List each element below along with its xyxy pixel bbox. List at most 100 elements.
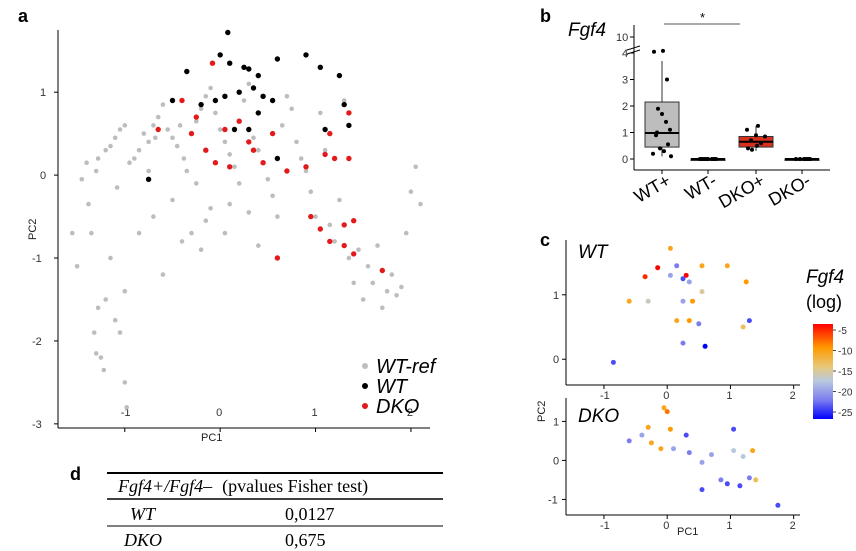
y-tick-label: 1	[553, 290, 559, 302]
data-point	[680, 298, 686, 304]
data-point	[665, 77, 669, 82]
data-point-wtref	[408, 189, 414, 194]
data-point-wt	[322, 126, 328, 133]
data-point-wtref	[117, 330, 123, 335]
data-point	[798, 157, 802, 161]
data-point	[724, 481, 730, 487]
axis-break-mark	[626, 49, 641, 55]
data-point	[683, 432, 689, 438]
axis-break-mark	[626, 45, 641, 51]
data-point	[610, 359, 616, 365]
data-point-wt	[236, 89, 242, 95]
data-point-wtref	[108, 143, 113, 149]
data-point-wtref	[155, 114, 161, 120]
data-point-wtref	[337, 197, 342, 203]
y-tick-label: 1	[40, 87, 46, 99]
panel-c-top-title: WT	[578, 242, 609, 263]
data-point-dko	[341, 242, 347, 249]
x-tick-label: -1	[600, 520, 610, 532]
data-point-wtref	[236, 181, 242, 186]
y-tick-label: -1	[548, 494, 558, 506]
data-point-dko	[274, 255, 281, 261]
data-point	[704, 157, 708, 161]
fgf4-boxplot-panel-b: 0 1 2 3 4 10 WT+ WT-DKO+DKO- *	[616, 10, 830, 212]
data-point-wtref	[418, 201, 423, 207]
data-point-wtref	[275, 214, 280, 219]
data-point	[754, 133, 758, 138]
data-point-wtref	[79, 177, 85, 182]
data-point-wt	[336, 72, 343, 79]
data-point-wtref	[198, 106, 204, 112]
data-point-wtref	[265, 177, 271, 182]
data-point-wt	[222, 93, 228, 100]
x-tick-label: -1	[121, 407, 131, 419]
data-point-wtref	[151, 123, 156, 128]
data-point	[656, 106, 660, 111]
panel-c-bottom-title: DKO	[578, 406, 619, 427]
data-point-dko	[222, 126, 228, 133]
data-point-wtref	[246, 210, 252, 215]
x-tick-label: 2	[407, 407, 413, 419]
data-point-wtref	[86, 201, 91, 207]
table-row-wt-value: 0,0127	[285, 504, 335, 524]
data-point	[756, 123, 760, 128]
data-point	[749, 138, 753, 143]
table-header-test: (pvalues Fisher test)	[222, 476, 368, 497]
data-point-wtref	[413, 164, 419, 170]
box-WT+	[644, 101, 680, 148]
data-point	[755, 143, 759, 148]
data-point	[645, 424, 651, 430]
data-point-wtref	[146, 168, 151, 174]
table-row-wt-label: WT	[130, 504, 157, 524]
panel-b-x-ticks: WT+ WT-DKO+DKO-	[631, 170, 814, 212]
data-point-dko	[246, 139, 252, 145]
data-point-wtref	[136, 230, 142, 236]
panel-b-title: Fgf4	[568, 20, 606, 41]
y-tick-label: -1	[32, 253, 42, 265]
data-point-wtref	[384, 288, 390, 294]
data-point-dko	[179, 97, 185, 104]
data-point-wtref	[222, 230, 228, 236]
data-point-wtref	[127, 160, 132, 165]
data-point-wtref	[289, 106, 295, 112]
data-point-wtref	[222, 139, 228, 145]
data-point-wtref	[184, 168, 190, 174]
data-point	[642, 274, 648, 280]
data-point-wt	[246, 66, 252, 72]
x-tick-label: DKO-	[765, 170, 814, 210]
data-point-wtref	[74, 264, 80, 269]
data-point-wtref	[174, 143, 180, 149]
data-point	[680, 276, 686, 282]
data-point-wtref	[170, 197, 175, 203]
x-tick-label: -1	[600, 390, 610, 402]
data-point-wtref	[284, 94, 290, 99]
data-point-wtref	[136, 147, 142, 153]
data-point-wtref	[298, 156, 304, 161]
panel-label-b: b	[540, 6, 551, 26]
data-point-dko	[284, 168, 290, 174]
panel-c-bottom-y-ticks: -1 0 1	[548, 416, 566, 506]
data-point-dko	[379, 267, 385, 274]
data-point-wtref	[103, 297, 108, 302]
data-point-wtref	[114, 185, 120, 190]
data-point	[700, 157, 704, 161]
data-point-dko	[193, 114, 199, 120]
panel-label-c: c	[540, 230, 550, 250]
data-point-wtref	[160, 102, 166, 107]
data-point	[699, 289, 705, 295]
data-point-dko	[351, 218, 357, 224]
data-point-wtref	[255, 243, 261, 248]
panel-c-top-points	[610, 245, 752, 365]
data-point-wtref	[389, 272, 395, 277]
data-point	[661, 48, 665, 53]
data-point	[648, 440, 654, 446]
significance-star: *	[700, 10, 705, 25]
data-point-wtref	[217, 127, 223, 132]
data-point-wtref	[356, 247, 361, 252]
y-tick-label: 0	[553, 354, 559, 366]
data-point-dko	[212, 160, 219, 166]
data-point	[750, 448, 756, 454]
data-point-dko	[155, 126, 161, 133]
data-point-wtref	[132, 156, 137, 161]
data-point	[763, 134, 767, 139]
